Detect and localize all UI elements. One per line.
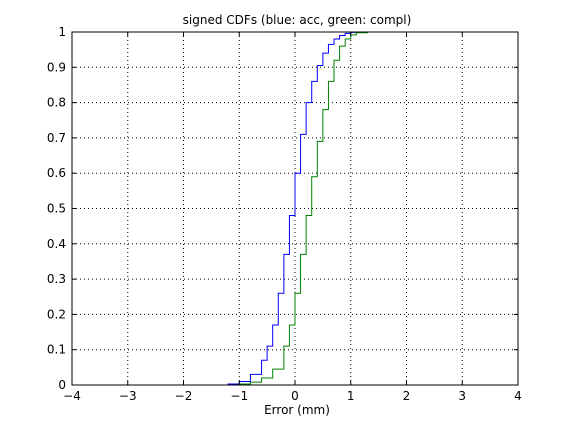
- x-tick-label: 4: [514, 389, 522, 403]
- x-axis-label: Error (mm): [264, 403, 330, 417]
- series-layer: [158, 31, 463, 386]
- y-tick-label: 1: [58, 25, 66, 39]
- x-tick-label: 1: [347, 389, 355, 403]
- y-tick-label: 0.4: [47, 237, 66, 251]
- y-tick-label: 0.5: [47, 202, 66, 216]
- y-axis-tick-labels: 0 0.1 0.2 0.3 0.4 0.5 0.6 0.7 0.8 0.9 1: [47, 25, 66, 392]
- y-tick-label: 0.7: [47, 131, 66, 145]
- x-tick-label: −2: [175, 389, 193, 403]
- x-tick-label: 3: [458, 389, 466, 403]
- x-tick-label: −3: [119, 389, 137, 403]
- y-tick-label: 0.8: [47, 96, 66, 110]
- y-tick-label: 0: [58, 378, 66, 392]
- x-tick-label: 2: [403, 389, 411, 403]
- y-tick-label: 0.6: [47, 166, 66, 180]
- x-tick-label: 0: [291, 389, 299, 403]
- y-tick-label: 0.2: [47, 307, 66, 321]
- y-tick-label: 0.9: [47, 60, 66, 74]
- series-line-1: [158, 31, 463, 386]
- x-axis-tick-labels: −4 −3 −2 −1 0 1 2 3 4: [63, 389, 522, 403]
- chart-title: signed CDFs (blue: acc, green: compl): [183, 13, 412, 27]
- axis-ticks: [71, 31, 519, 386]
- y-tick-label: 0.1: [47, 343, 66, 357]
- x-tick-label: −1: [230, 389, 248, 403]
- y-tick-label: 0.3: [47, 272, 66, 286]
- x-tick-label: −4: [63, 389, 81, 403]
- series-line-0: [158, 31, 463, 386]
